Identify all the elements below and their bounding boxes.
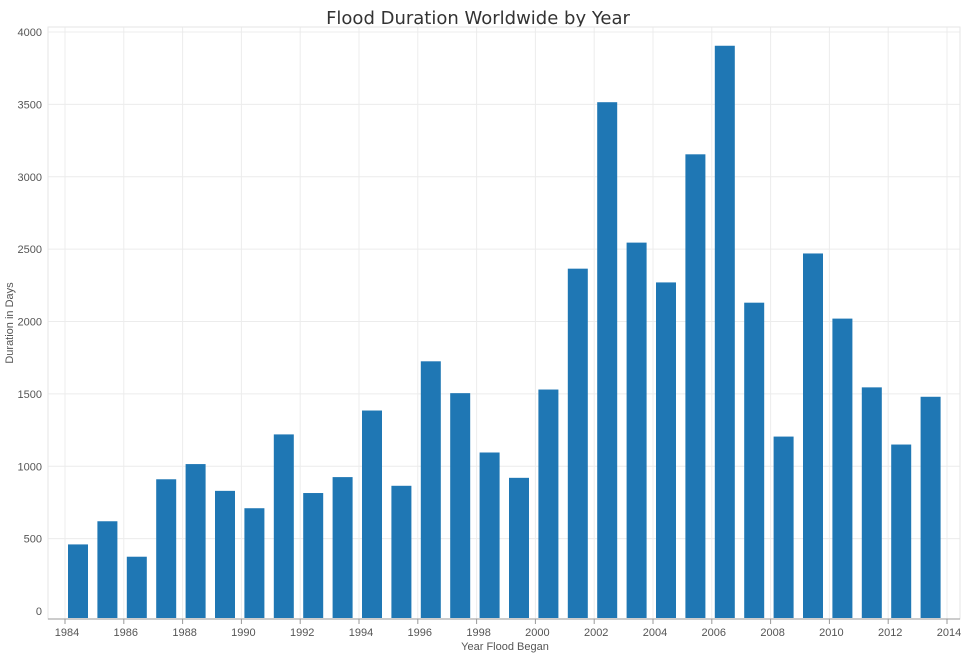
bar (156, 479, 177, 618)
bar (420, 361, 441, 618)
x-tick-label: 1994 (349, 627, 373, 639)
bar (509, 477, 529, 618)
bar (303, 493, 324, 618)
bar (68, 544, 88, 618)
bar (126, 556, 147, 618)
bar (567, 268, 588, 618)
x-tick-label: 1996 (408, 627, 432, 639)
bar (685, 154, 706, 618)
y-tick-label: 1000 (18, 461, 42, 473)
x-tick-label: 1984 (55, 627, 79, 639)
bar (244, 508, 265, 618)
bar (450, 393, 471, 618)
y-tick-label: 2500 (18, 244, 42, 256)
x-tick-label: 2014 (937, 627, 961, 639)
bar (362, 410, 382, 618)
bar (626, 242, 647, 618)
bar (538, 389, 559, 618)
bar (714, 45, 735, 619)
x-tick-label: 2006 (702, 627, 726, 639)
bar (744, 302, 765, 618)
x-axis-ticks: 1984 1986 1988 1990 1992 1994 1996 1998 2000 2002… (55, 619, 961, 639)
bar (391, 485, 412, 618)
y-tick-label: 3000 (18, 172, 42, 184)
bar (920, 396, 941, 618)
x-tick-label: 1986 (114, 627, 138, 639)
bar (891, 444, 912, 618)
bars (68, 45, 941, 619)
chart-title: Flood Duration Worldwide by Year (326, 8, 630, 29)
x-tick-label: 1998 (466, 627, 490, 639)
bar (803, 253, 823, 618)
bar (861, 387, 882, 618)
bar (97, 521, 118, 618)
plot-frame (47, 26, 961, 620)
x-tick-label: 2012 (878, 627, 902, 639)
y-tick-label: 4000 (18, 27, 42, 39)
x-tick-label: 2002 (584, 627, 608, 639)
bar (273, 434, 294, 618)
x-tick-label: 2010 (819, 627, 843, 639)
x-tick-label: 2000 (525, 627, 549, 639)
y-axis-title: Duration in Days (4, 282, 16, 364)
x-axis-title: Year Flood Began (461, 641, 549, 653)
bar (332, 477, 353, 618)
bar (185, 464, 206, 618)
bar (479, 452, 500, 618)
y-tick-label: 3500 (18, 99, 42, 111)
x-tick-label: 1990 (231, 627, 255, 639)
x-tick-label: 1992 (290, 627, 314, 639)
grid-lines (48, 27, 960, 619)
bar (215, 490, 235, 618)
bar (832, 318, 853, 618)
bar (597, 102, 618, 619)
y-tick-label: 500 (24, 534, 42, 546)
y-axis-ticks: 0 500 1000 1500 2000 2500 3000 3500 4000 (18, 27, 42, 618)
bar (656, 282, 676, 618)
x-tick-label: 2004 (643, 627, 667, 639)
y-tick-label: 2000 (18, 317, 42, 329)
bar (773, 436, 794, 618)
x-tick-label: 1988 (172, 627, 196, 639)
x-tick-label: 2008 (760, 627, 784, 639)
y-tick-label: 1500 (18, 389, 42, 401)
y-tick-label: 0 (36, 606, 42, 618)
